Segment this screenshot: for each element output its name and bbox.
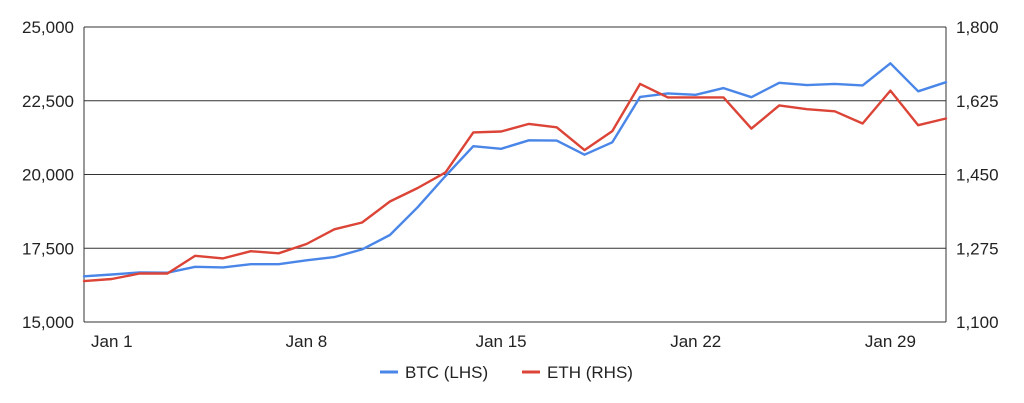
series-lines xyxy=(82,62,948,283)
x-tick-label: Jan 15 xyxy=(476,332,527,351)
series-line-eth xyxy=(82,82,948,283)
right-tick-label: 1,800 xyxy=(956,18,999,37)
left-tick-label: 25,000 xyxy=(22,18,74,37)
left-tick-label: 20,000 xyxy=(22,166,74,185)
legend-label: ETH (RHS) xyxy=(547,363,633,382)
left-tick-label: 15,000 xyxy=(22,313,74,332)
x-axis-ticks: Jan 1 Jan 8 Jan 15 Jan 22 Jan 29 xyxy=(91,332,916,351)
gridlines xyxy=(84,26,946,323)
left-axis-ticks: 15,000 17,500 20,000 22,500 25,000 xyxy=(22,18,74,332)
right-axis-ticks: 1,100 1,275 1,450 1,625 1,800 xyxy=(956,18,999,332)
legend: BTC (LHS) ETH (RHS) xyxy=(380,363,633,382)
x-tick-label: Jan 22 xyxy=(670,332,721,351)
left-tick-label: 17,500 xyxy=(22,239,74,258)
right-tick-label: 1,625 xyxy=(956,92,999,111)
right-tick-label: 1,450 xyxy=(956,166,999,185)
left-tick-label: 22,500 xyxy=(22,92,74,111)
series-line-btc xyxy=(82,62,948,278)
legend-label: BTC (LHS) xyxy=(405,363,488,382)
axes xyxy=(83,27,947,322)
right-tick-label: 1,275 xyxy=(956,239,999,258)
x-tick-label: Jan 8 xyxy=(286,332,328,351)
x-tick-label: Jan 1 xyxy=(91,332,133,351)
right-tick-label: 1,100 xyxy=(956,313,999,332)
x-tick-label: Jan 29 xyxy=(865,332,916,351)
